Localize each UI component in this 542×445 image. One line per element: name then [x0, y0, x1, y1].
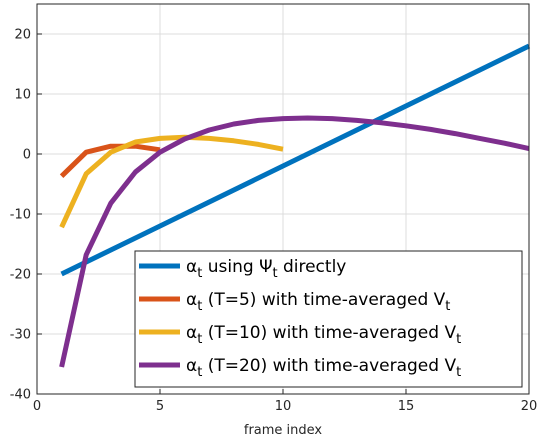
- y-tick-label: 0: [23, 148, 31, 163]
- series-line-2: [59, 143, 161, 178]
- x-tick-label: 20: [521, 399, 538, 414]
- y-axis-ticks: -40 -30 -20 -10 0 10 20: [10, 28, 42, 403]
- series-lines: [59, 43, 531, 368]
- series-line-3: [59, 134, 284, 229]
- y-tick-label: -40: [10, 388, 31, 403]
- y-tick-label: 10: [14, 88, 31, 103]
- legend-box: [134, 250, 523, 388]
- x-tick-label: 10: [275, 399, 292, 414]
- x-axis-ticks: 0 5 10 15 20: [33, 389, 537, 414]
- x-tick-label: 0: [33, 399, 41, 414]
- legend: αt using Ψt directly αt (T=5) with time-a…: [134, 250, 523, 388]
- x-axis-label: frame index: [244, 423, 323, 438]
- y-tick-label: -20: [10, 268, 31, 283]
- legend-entry: αt (T=5) with time-averaged Vt: [186, 290, 450, 314]
- series-line-1: [60, 43, 531, 277]
- x-tick-label: 5: [156, 399, 164, 414]
- legend-entry: αt (T=10) with time-averaged Vt: [186, 323, 461, 347]
- y-tick-label: -10: [10, 208, 31, 223]
- y-tick-label: -30: [10, 328, 31, 343]
- x-tick-label: 15: [398, 399, 415, 414]
- y-tick-label: 20: [14, 28, 31, 43]
- legend-entry: αt using Ψt directly: [186, 257, 346, 281]
- series-line-4: [59, 115, 530, 368]
- legend-entry: αt (T=20) with time-averaged Vt: [186, 356, 461, 380]
